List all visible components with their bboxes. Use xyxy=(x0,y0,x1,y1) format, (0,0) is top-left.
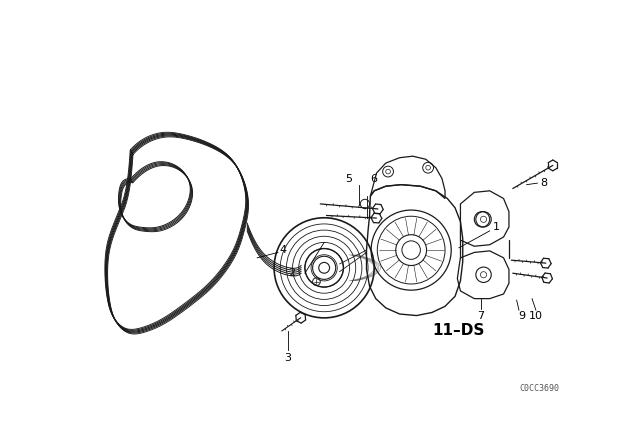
Text: 5: 5 xyxy=(346,174,353,184)
Text: 6: 6 xyxy=(371,174,378,184)
Text: 3: 3 xyxy=(284,353,291,363)
Text: 10: 10 xyxy=(529,310,543,321)
Text: 8: 8 xyxy=(540,178,547,188)
Text: 4: 4 xyxy=(280,245,287,255)
Text: 2: 2 xyxy=(288,268,295,278)
Text: C0CC3690: C0CC3690 xyxy=(519,384,559,393)
Text: 11–DS: 11–DS xyxy=(433,323,485,338)
Text: 1: 1 xyxy=(492,222,499,232)
Text: 7: 7 xyxy=(477,310,484,321)
Text: 9: 9 xyxy=(518,310,525,321)
